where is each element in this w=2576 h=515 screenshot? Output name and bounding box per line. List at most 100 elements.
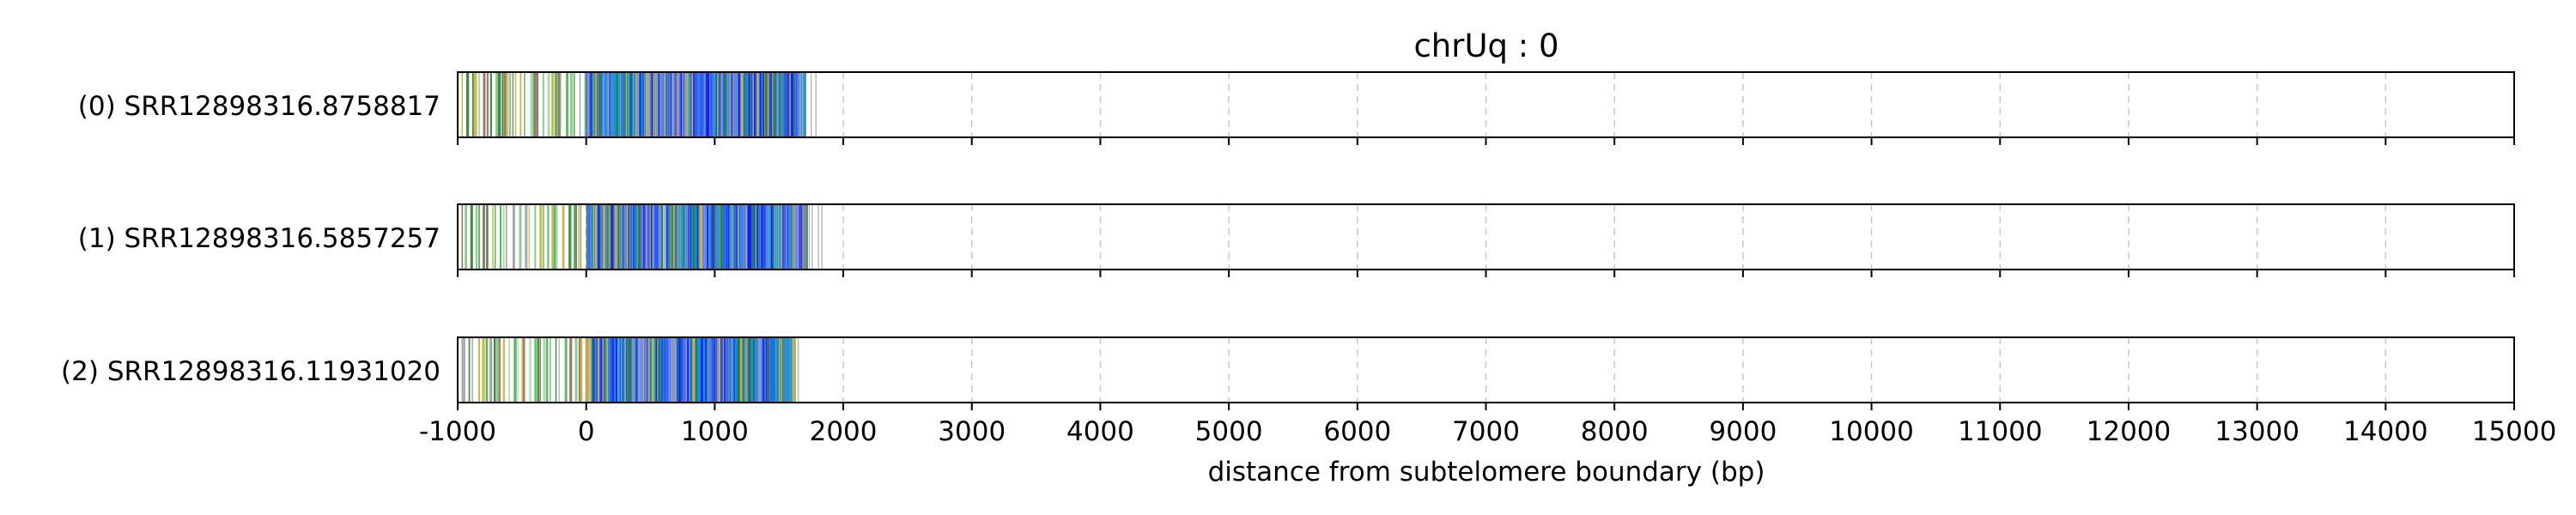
feature-bar <box>797 204 799 270</box>
feature-bar <box>769 72 771 137</box>
feature-bar <box>793 204 796 270</box>
feature-bar <box>609 72 612 137</box>
feature-bar <box>502 204 505 270</box>
feature-bar <box>611 204 615 270</box>
feature-bar <box>792 72 794 137</box>
x-tick-label: 0 <box>578 416 595 447</box>
feature-bar <box>762 72 766 137</box>
feature-bar <box>759 72 763 137</box>
feature-bar <box>586 337 589 403</box>
feature-bar <box>674 72 676 137</box>
feature-bar <box>508 337 510 403</box>
feature-bar <box>560 72 562 137</box>
feature-bar <box>678 72 680 137</box>
feature-bar <box>776 204 780 270</box>
feature-bar <box>630 204 633 270</box>
feature-bar <box>568 204 572 270</box>
feature-bar <box>596 204 598 270</box>
feature-bar <box>524 72 526 137</box>
feature-bar <box>668 337 671 403</box>
feature-bar <box>791 204 793 270</box>
feature-bar <box>538 337 540 403</box>
feature-bar <box>465 72 470 137</box>
feature-bar <box>547 204 550 270</box>
x-tick-label: 12000 <box>2087 416 2172 447</box>
feature-bar <box>599 337 602 403</box>
feature-bar <box>623 72 626 137</box>
feature-bar <box>602 72 605 137</box>
x-tick-label: 14000 <box>2343 416 2428 447</box>
feature-bar <box>703 337 706 403</box>
feature-bar <box>503 72 507 137</box>
feature-bar <box>483 72 486 137</box>
feature-bar <box>815 72 817 137</box>
feature-bar <box>625 72 628 137</box>
feature-bar <box>694 204 696 270</box>
read-panel: (1) SRR12898316.5857257 <box>78 203 2515 277</box>
feature-bar <box>719 337 722 403</box>
feature-bar <box>639 337 641 403</box>
feature-bar <box>792 337 793 403</box>
feature-bar <box>737 204 740 270</box>
feature-bar <box>506 72 508 137</box>
x-tick-label: 11000 <box>1958 416 2043 447</box>
feature-bar <box>628 72 631 137</box>
feature-bar <box>586 72 591 137</box>
read-panels: (0) SRR12898316.8758817 (1) SRR12898316.5… <box>61 71 2515 410</box>
x-axis-ticks: -1000 0 1000 2000 3000 4000 5000 6000 7000 8000 90… <box>419 416 2556 447</box>
feature-bar <box>566 72 569 137</box>
feature-bar <box>756 72 759 137</box>
feature-bar <box>648 204 652 270</box>
x-tick-label: 7000 <box>1452 416 1520 447</box>
feature-bar <box>482 337 485 403</box>
x-tick-label: 2000 <box>810 416 878 447</box>
feature-bar <box>762 204 765 270</box>
feature-bar <box>654 72 658 137</box>
feature-bar <box>536 72 539 137</box>
feature-bar <box>720 337 723 403</box>
feature-bar <box>738 72 742 137</box>
feature-bar <box>529 337 532 403</box>
feature-bar <box>690 337 692 403</box>
feature-bar <box>681 337 684 403</box>
feature-bar <box>667 204 670 270</box>
feature-bar <box>755 72 758 137</box>
feature-bar <box>604 337 605 403</box>
feature-bar <box>501 72 504 137</box>
feature-bar <box>659 72 663 137</box>
feature-bar <box>776 337 779 403</box>
feature-bar <box>586 204 591 270</box>
feature-bar <box>492 204 494 270</box>
feature-bar <box>463 337 465 403</box>
feature-bar <box>663 204 665 270</box>
feature-bar <box>478 337 481 403</box>
feature-bar <box>732 204 733 270</box>
feature-bar <box>659 204 662 270</box>
feature-bar <box>502 337 505 403</box>
feature-bar <box>465 204 468 270</box>
feature-bar <box>702 337 704 403</box>
feature-bar <box>508 72 512 137</box>
feature-bar <box>779 204 782 270</box>
feature-bar <box>461 72 464 137</box>
feature-bar <box>461 204 464 270</box>
feature-bar <box>471 337 473 403</box>
feature-bar <box>740 72 744 137</box>
feature-bar <box>766 337 769 403</box>
feature-bar <box>781 72 784 137</box>
feature-bar <box>556 204 558 270</box>
feature-bar <box>528 204 530 270</box>
feature-bar <box>743 204 745 270</box>
feature-bar <box>615 204 618 270</box>
x-tick-label: 6000 <box>1323 416 1391 447</box>
feature-bar <box>585 337 587 403</box>
feature-bar <box>486 72 489 137</box>
feature-bar <box>607 337 610 403</box>
feature-bar <box>680 72 683 137</box>
read-features <box>461 72 817 137</box>
feature-bar <box>712 204 715 270</box>
feature-bar <box>647 72 649 137</box>
feature-bar <box>512 72 514 137</box>
feature-bar <box>650 337 653 403</box>
